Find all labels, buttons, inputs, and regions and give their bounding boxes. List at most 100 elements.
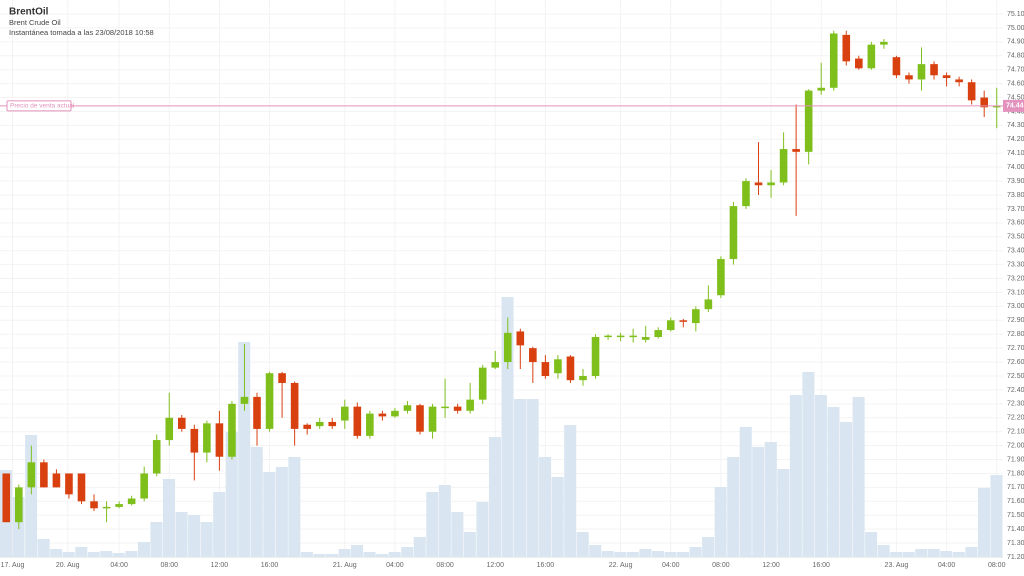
candle-body bbox=[378, 413, 387, 417]
volume-bar bbox=[589, 545, 602, 557]
candle-body bbox=[942, 75, 951, 79]
volume-bar bbox=[488, 437, 501, 557]
candle-body bbox=[666, 320, 675, 331]
x-tick-label: 23. Aug bbox=[885, 562, 909, 569]
volume-bar bbox=[250, 447, 263, 557]
candle-body bbox=[692, 309, 700, 324]
candle-body bbox=[554, 359, 562, 374]
candle-body bbox=[829, 33, 838, 88]
volume-bar bbox=[37, 539, 50, 557]
volume-bar bbox=[162, 479, 176, 557]
volume-bar bbox=[677, 552, 690, 557]
chart-title: BrentOil bbox=[9, 7, 49, 18]
volume-bar bbox=[388, 552, 401, 557]
candle-body bbox=[27, 462, 36, 488]
volume-bar bbox=[940, 551, 953, 557]
candle-body bbox=[152, 440, 161, 474]
y-tick-label: 73.70 bbox=[1007, 206, 1024, 213]
volume-bar bbox=[87, 552, 100, 557]
volume-bar bbox=[777, 469, 790, 557]
volume-bar bbox=[664, 552, 677, 557]
volume-bar bbox=[338, 549, 351, 557]
candle-body bbox=[604, 335, 612, 338]
volume-bar bbox=[463, 532, 476, 557]
x-tick-label: 12:00 bbox=[762, 562, 780, 569]
volume-bar bbox=[764, 442, 777, 557]
candle-body bbox=[90, 501, 98, 509]
candle-body bbox=[102, 506, 111, 509]
volume-bar bbox=[188, 515, 201, 557]
volume-bar bbox=[50, 549, 63, 557]
candle-body bbox=[905, 75, 913, 80]
volume-bar bbox=[125, 551, 138, 557]
volume-bar bbox=[112, 553, 125, 557]
candle-body bbox=[792, 149, 800, 152]
y-tick-label: 74.70 bbox=[1007, 67, 1024, 74]
candle-body bbox=[228, 403, 236, 457]
chart-subtitle: Brent Crude Oil bbox=[9, 18, 61, 27]
candle-body bbox=[616, 335, 625, 338]
volume-bar bbox=[927, 549, 940, 557]
candle-body bbox=[52, 473, 61, 488]
candle-body bbox=[742, 181, 750, 207]
volume-bar bbox=[651, 551, 664, 557]
candle-body bbox=[240, 396, 249, 404]
candle-body bbox=[779, 149, 788, 183]
volume-bar bbox=[952, 552, 965, 557]
snapshot-time: Instantánea tomada a las 23/08/2018 10:5… bbox=[9, 28, 154, 37]
candle-body bbox=[441, 406, 449, 409]
volume-bar bbox=[714, 487, 727, 557]
x-tick-label: 16:00 bbox=[261, 562, 279, 569]
candle-body bbox=[127, 498, 136, 505]
volume-bar bbox=[564, 425, 577, 557]
y-tick-label: 73.60 bbox=[1007, 220, 1024, 227]
y-tick-label: 74.90 bbox=[1007, 39, 1024, 46]
candle-body bbox=[917, 64, 926, 80]
volume-bar bbox=[363, 552, 376, 557]
candle-body bbox=[967, 82, 976, 101]
y-tick-label: 75.10 bbox=[1007, 11, 1024, 18]
y-tick-label: 73.20 bbox=[1007, 275, 1024, 282]
y-tick-label: 71.20 bbox=[1007, 554, 1024, 561]
volume-bar bbox=[325, 554, 339, 557]
candle-body bbox=[115, 504, 123, 507]
x-tick-label: 20. Aug bbox=[56, 562, 80, 569]
volume-bar bbox=[827, 407, 840, 557]
y-tick-label: 74.30 bbox=[1007, 122, 1024, 129]
candle-body bbox=[717, 259, 725, 296]
volume-bar bbox=[213, 492, 226, 557]
y-tick-label: 71.80 bbox=[1007, 470, 1024, 477]
volume-bar bbox=[576, 532, 589, 557]
candle-body bbox=[629, 335, 637, 338]
x-tick-label: 04:00 bbox=[110, 562, 128, 569]
volume-bar bbox=[902, 552, 915, 557]
candle-body bbox=[491, 362, 500, 368]
candle-body bbox=[2, 473, 11, 523]
y-tick-label: 72.30 bbox=[1007, 401, 1024, 408]
candle-body bbox=[980, 97, 988, 108]
volume-bar bbox=[802, 372, 815, 557]
volume-bar bbox=[614, 552, 627, 557]
label-layer: 71.20 71.30 71.40 71.50 71.60 71.70 71.80 71.90… bbox=[0, 11, 1024, 569]
y-tick-label: 73.80 bbox=[1007, 192, 1024, 199]
candle-body bbox=[140, 473, 148, 499]
volume-bar bbox=[351, 545, 364, 557]
candle-body bbox=[278, 373, 286, 383]
candle-body bbox=[77, 473, 86, 502]
volume-bar bbox=[238, 342, 251, 557]
candle-body bbox=[855, 58, 863, 69]
x-tick-label: 12:00 bbox=[211, 562, 229, 569]
y-tick-label: 72.10 bbox=[1007, 429, 1024, 436]
y-tick-label: 74.20 bbox=[1007, 136, 1024, 143]
candle-body bbox=[579, 376, 587, 381]
volume-bar bbox=[689, 547, 702, 557]
y-tick-label: 73.30 bbox=[1007, 261, 1024, 268]
candle-body bbox=[353, 406, 362, 436]
volume-bar bbox=[877, 545, 890, 557]
candle-body bbox=[65, 473, 73, 495]
candle-body bbox=[466, 399, 474, 411]
candle-body bbox=[880, 41, 888, 45]
volume-bar bbox=[752, 447, 765, 557]
current-price-label-box bbox=[6, 100, 72, 112]
candle-body bbox=[453, 406, 462, 411]
